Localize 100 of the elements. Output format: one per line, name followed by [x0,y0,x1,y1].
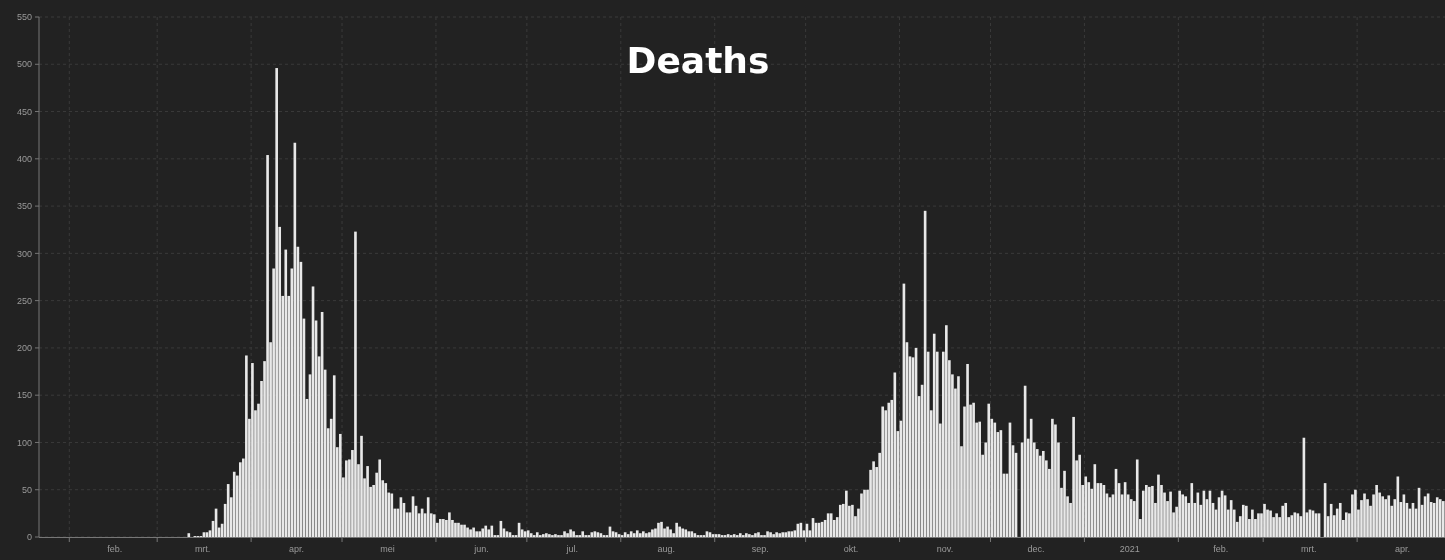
bar [1184,496,1188,537]
y-tick-label: 200 [16,343,32,354]
bar [687,531,691,537]
bar [569,529,572,537]
y-tick-label: 400 [16,153,32,164]
y-tick-label: 300 [16,248,32,259]
bar [457,522,460,537]
x-tick-label: feb. [107,544,123,554]
bar [781,532,785,537]
bar [1263,503,1266,537]
bar [966,363,969,537]
bar [484,525,488,537]
x-tick-label: mrt. [194,544,211,554]
bar [251,363,254,537]
x-tick-label: sep. [751,544,769,554]
x-tick-label: okt. [843,544,859,554]
bar [581,531,585,537]
bar [448,512,451,537]
bar [1145,485,1148,537]
bar [932,333,936,537]
bar [1384,499,1388,537]
bar [238,462,242,537]
bar [635,530,639,537]
y-tick-label: 100 [16,437,32,448]
bar [442,519,445,537]
bar [666,526,669,537]
bar [454,522,457,537]
bar [787,531,791,537]
bar [438,519,442,537]
bar [772,534,775,537]
bar [490,525,494,537]
bar [463,524,466,537]
bar [881,406,885,537]
bar [354,231,357,537]
bar [1169,491,1172,537]
bar [478,531,482,537]
x-tick-label: nov. [936,544,954,554]
bar [563,531,566,537]
bar [972,402,975,537]
bar [481,528,485,537]
text: Deaths [626,40,770,81]
bar [669,529,672,537]
bar [978,421,981,537]
bar [1381,496,1384,537]
bar [1157,474,1160,537]
bar [863,489,866,537]
bar [1241,504,1245,537]
bar [1063,470,1066,537]
bar [838,504,842,537]
bar [360,435,363,537]
bar [681,528,685,537]
bar [872,461,875,537]
bar [1435,497,1439,537]
bar [226,484,230,537]
bar [1190,483,1194,537]
bar [338,433,342,537]
bar [487,529,491,537]
bar [957,376,960,537]
x-tick-label: mrt. [1300,544,1317,554]
bar [1351,494,1354,537]
bar [1181,494,1185,537]
bar [851,504,854,537]
bar [384,483,388,537]
bar [1041,450,1045,537]
bar [678,526,681,537]
bar [642,531,645,537]
bar [472,527,475,537]
bar [638,533,642,537]
bar [1387,495,1391,537]
bar [987,403,991,537]
x-tick-label: apr. [1395,544,1411,554]
bar [648,532,651,537]
x-tick-label: mei [380,544,395,554]
bar [432,514,436,537]
bar [1275,513,1278,537]
bar [784,532,788,537]
bar [1251,509,1254,537]
bar [1441,501,1445,537]
bar [475,531,478,537]
bar [1178,490,1181,537]
bar [466,527,469,537]
bar [1284,502,1288,537]
x-tick-label: 2021 [1119,544,1140,554]
bar [645,533,648,537]
bar [275,68,278,537]
bar [378,459,382,537]
bar [266,155,269,537]
bar [1345,512,1348,537]
bar [545,533,548,537]
bar [766,531,769,537]
bar [632,533,636,537]
bar [775,532,778,537]
bar [1245,505,1248,537]
bar [887,402,891,537]
bar [675,522,678,537]
y-tick-label: 550 [16,12,32,23]
x-tick-label: apr. [289,544,305,554]
bar [1051,418,1054,537]
bar [1290,515,1294,537]
bar [1269,510,1272,537]
